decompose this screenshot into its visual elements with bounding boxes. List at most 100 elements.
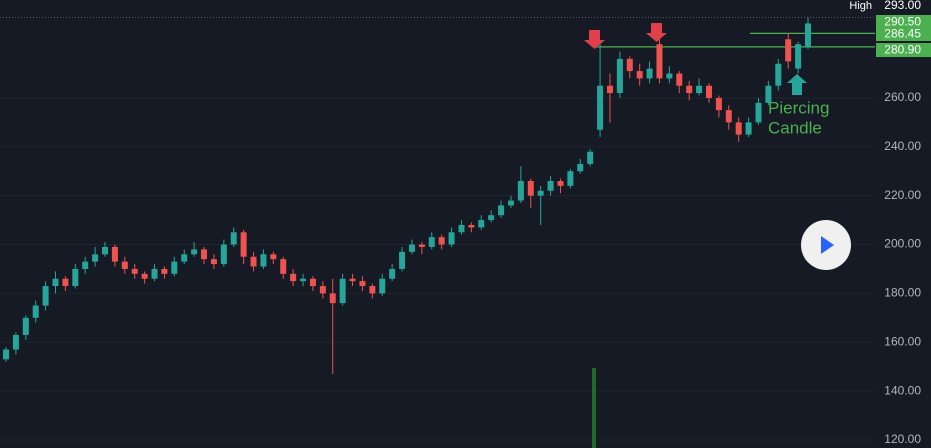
level-label: 280.90: [884, 43, 921, 57]
candle-body: [280, 259, 287, 274]
y-tick-label: 120.00: [884, 432, 921, 446]
candle-body: [468, 224, 475, 228]
candle-body: [102, 246, 109, 255]
candle-body: [52, 278, 59, 287]
candle-body: [82, 261, 89, 269]
grid: [0, 97, 875, 441]
candle-body: [696, 85, 703, 94]
candle-body: [250, 256, 257, 267]
candle-body: [191, 249, 198, 255]
y-tick-label: 200.00: [884, 237, 921, 251]
candle-body: [567, 171, 574, 186]
candle-body: [488, 215, 495, 221]
price-axis: 120.00 140.00 160.00 180.00 200.00 220.00 240.…: [849, 0, 931, 446]
candle-body: [745, 122, 752, 135]
candle-body: [349, 278, 356, 282]
candle-body: [329, 293, 336, 304]
candle-body: [686, 85, 693, 94]
down-arrow: [646, 23, 667, 42]
candle-body: [379, 278, 386, 294]
candle-body: [290, 273, 297, 282]
candle-body: [62, 278, 69, 287]
candle-body: [676, 73, 683, 86]
candle-body: [597, 85, 604, 130]
volume-bar: [592, 368, 596, 448]
candle-body: [636, 71, 643, 79]
y-tick-label: 140.00: [884, 383, 921, 397]
candle-body: [705, 85, 712, 98]
candle-body: [775, 63, 782, 86]
candle-body: [795, 44, 802, 69]
candles: [3, 17, 811, 374]
candle-body: [517, 181, 524, 201]
candle-body: [527, 181, 534, 196]
candle-body: [498, 205, 505, 216]
up-arrow: [787, 74, 807, 95]
candle-body: [577, 163, 584, 172]
level-label: 290.50: [884, 15, 921, 29]
high-label: High: [849, 0, 872, 12]
candle-body: [587, 151, 594, 164]
candle-body: [111, 246, 118, 262]
candle-body: [785, 39, 792, 62]
candle-body: [418, 244, 425, 247]
y-tick-label: 240.00: [884, 139, 921, 153]
candle-body: [606, 85, 613, 94]
level-tag: [876, 43, 931, 57]
y-tick-label: 180.00: [884, 286, 921, 300]
candle-body: [72, 268, 79, 287]
candle-body: [3, 349, 9, 360]
candle-body: [725, 110, 732, 123]
candle-body: [270, 254, 277, 260]
candle-body: [181, 254, 188, 262]
annotation: Candle: [768, 118, 822, 137]
candle-body: [300, 278, 307, 282]
candle-body: [12, 334, 19, 350]
candle-body: [646, 68, 653, 79]
candle-body: [151, 268, 158, 279]
candle-body: [537, 190, 544, 196]
candle-body: [220, 244, 227, 265]
candle-body: [626, 58, 633, 72]
candle-body: [260, 254, 267, 267]
candle-body: [359, 281, 366, 287]
high-value: 293.00: [884, 0, 921, 12]
candle-body: [408, 244, 415, 252]
candle-body: [339, 278, 346, 304]
candle-body: [42, 286, 49, 306]
candle-body: [438, 237, 445, 245]
candle-body: [121, 261, 128, 269]
y-tick-label: 160.00: [884, 334, 921, 348]
candle-body: [210, 259, 217, 265]
candle-body: [319, 286, 326, 294]
candle-body: [715, 97, 722, 111]
candle-body: [656, 44, 663, 79]
candle-body: [92, 254, 99, 262]
candle-body: [141, 273, 148, 279]
candle-body: [507, 200, 514, 206]
candle-body: [171, 261, 178, 274]
candle-body: [240, 232, 247, 257]
candle-body: [557, 181, 564, 186]
candle-body: [201, 249, 208, 260]
candle-body: [399, 251, 406, 269]
candle-body: [755, 102, 762, 123]
candle-body: [547, 181, 554, 191]
candle-body: [666, 73, 673, 79]
candle-body: [22, 317, 29, 335]
candle-body: [448, 232, 455, 245]
candle-body: [616, 58, 623, 94]
candle-body: [805, 23, 811, 47]
candle-body: [32, 305, 39, 318]
level-tag: [876, 27, 931, 41]
play-icon: [821, 236, 834, 254]
candle-body: [735, 122, 742, 135]
high-tag: [876, 0, 931, 12]
y-tick-label: 220.00: [884, 188, 921, 202]
level-label: 286.45: [884, 27, 921, 41]
candle-body: [458, 224, 465, 233]
annotation: Piercing: [768, 98, 829, 117]
